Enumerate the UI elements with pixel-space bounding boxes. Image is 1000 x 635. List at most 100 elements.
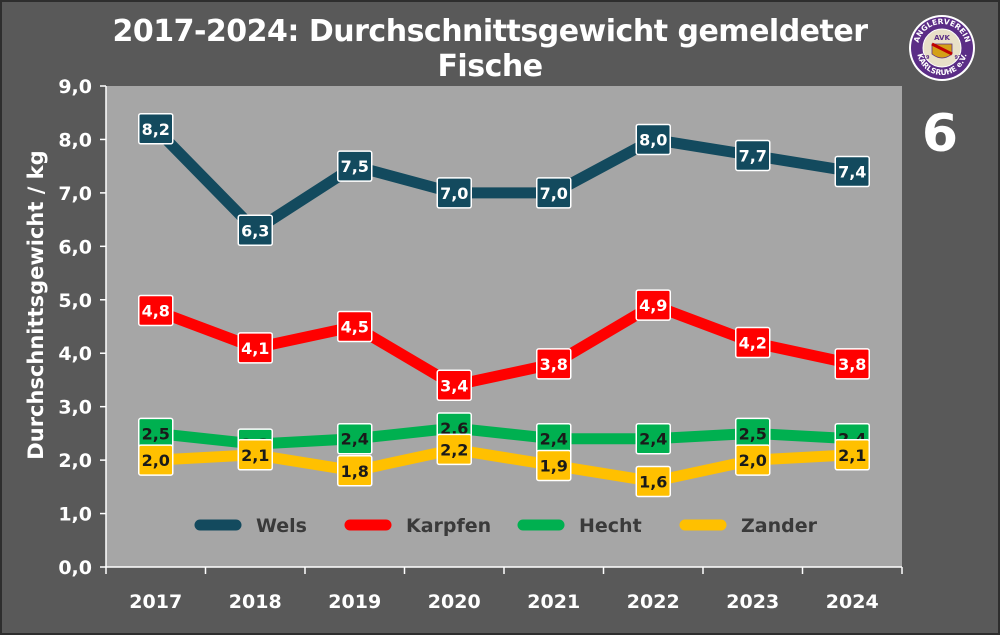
legend-label-hecht: Hecht xyxy=(579,515,642,537)
y-tick-label: 2,0 xyxy=(58,450,92,472)
y-tick-label: 9,0 xyxy=(58,76,92,98)
data-label-box xyxy=(834,439,870,471)
data-label-box xyxy=(536,348,572,380)
data-label-text: 2,5 xyxy=(739,424,767,443)
data-label: 1,9 xyxy=(536,449,572,482)
data-label: 4,5 xyxy=(337,310,373,343)
data-label-box xyxy=(834,348,870,380)
x-tick-label: 2021 xyxy=(527,591,580,613)
data-label-text: 7,0 xyxy=(540,184,568,203)
svg-text:97: 97 xyxy=(955,55,962,61)
data-label: 2,0 xyxy=(138,444,174,476)
data-label-text: 2,1 xyxy=(838,446,866,465)
data-label-box xyxy=(735,139,771,172)
data-label-box xyxy=(834,155,870,188)
data-label: 2,5 xyxy=(735,417,771,450)
data-label-box xyxy=(237,214,273,247)
data-label-text: 2,6 xyxy=(440,419,468,438)
svg-text:AVK: AVK xyxy=(934,34,950,42)
data-label: 3,8 xyxy=(536,348,572,380)
data-label: 4,1 xyxy=(237,332,273,364)
data-label-box xyxy=(635,289,671,321)
data-labels: 8,2 6,3 7,5 7,0 7,0 8,0 7,7 7,4 4,8 4,1 4,5 3,4 3,8 4… xyxy=(138,113,870,498)
data-label-box xyxy=(337,310,373,343)
data-label: 7,4 xyxy=(834,155,870,188)
data-label: 7,7 xyxy=(735,139,771,172)
y-tick-label: 3,0 xyxy=(58,397,92,419)
y-tick-label: 8,0 xyxy=(58,129,92,151)
data-label-text: 2,0 xyxy=(739,451,767,470)
data-label-box xyxy=(735,444,771,476)
data-label: 3,4 xyxy=(436,369,472,402)
data-label-box xyxy=(635,465,671,498)
data-label-text: 2,4 xyxy=(639,430,667,449)
data-label-text: 2,4 xyxy=(341,430,369,449)
data-label-text: 1,9 xyxy=(540,456,568,475)
data-label: 7,0 xyxy=(436,177,472,209)
legend-label-karpfen: Karpfen xyxy=(406,515,491,537)
data-label-text: 2,5 xyxy=(142,424,170,443)
data-label-text: 1,6 xyxy=(639,472,667,491)
legend: Wels Karpfen Hecht Zander xyxy=(194,515,818,537)
data-label: 2,2 xyxy=(436,433,472,466)
data-label-box xyxy=(436,177,472,209)
data-label-text: 3,8 xyxy=(838,355,866,374)
data-label-text: 4,2 xyxy=(739,334,767,353)
data-label-text: 7,5 xyxy=(341,157,369,176)
data-label: 3,8 xyxy=(834,348,870,380)
data-label-box xyxy=(237,439,273,471)
data-label-box xyxy=(536,449,572,482)
data-label-text: 4,9 xyxy=(639,296,667,315)
data-label: 8,0 xyxy=(635,123,671,156)
data-label-box xyxy=(635,422,671,455)
data-label: 4,8 xyxy=(138,294,174,327)
data-label-text: 2,4 xyxy=(540,430,568,449)
data-label: 8,2 xyxy=(138,113,174,145)
data-label: 1,6 xyxy=(635,465,671,498)
svg-text:19: 19 xyxy=(923,55,930,61)
data-label: 2,0 xyxy=(735,444,771,476)
data-label-box xyxy=(138,444,174,476)
data-label-text: 4,8 xyxy=(142,301,170,320)
data-label-box xyxy=(337,422,373,455)
axes: 0,0 1,0 2,0 3,0 4,0 5,0 6,0 7,0 8,0 9,0 2017 2018 20… xyxy=(58,76,903,613)
x-tick-label: 2019 xyxy=(328,591,381,613)
data-label-text: 7,7 xyxy=(739,146,767,165)
data-label: 2,4 xyxy=(635,422,671,455)
data-label-box xyxy=(138,113,174,145)
chart-title: 2017-2024: Durchschnittsgewicht gemeldet… xyxy=(112,14,868,84)
data-label: 7,0 xyxy=(536,177,572,209)
y-tick-label: 0,0 xyxy=(58,557,92,579)
data-label-text: 3,4 xyxy=(440,376,468,395)
data-label: 2,4 xyxy=(536,422,572,455)
data-label-box xyxy=(735,326,771,359)
data-label-text: 7,0 xyxy=(440,184,468,203)
y-tick-label: 5,0 xyxy=(58,290,92,312)
data-label-text: 8,0 xyxy=(639,130,667,149)
data-label-box xyxy=(337,455,373,487)
data-label-box xyxy=(337,150,373,182)
data-label-text: 2,2 xyxy=(440,440,468,459)
data-label-text: 4,5 xyxy=(341,318,369,337)
y-tick-label: 7,0 xyxy=(58,183,92,205)
x-tick-label: 2020 xyxy=(428,591,481,613)
x-tick-label: 2023 xyxy=(726,591,779,613)
x-tick-label: 2022 xyxy=(627,591,680,613)
data-label-text: 7,4 xyxy=(838,163,866,182)
data-label-box xyxy=(436,433,472,466)
data-label: 4,2 xyxy=(735,326,771,359)
data-label: 2,5 xyxy=(138,417,174,450)
club-logo: ANGLERVEREIN KARLSRUHE e.V. AVK 19 97 xyxy=(909,15,975,81)
data-label-box xyxy=(536,177,572,209)
page-number: 6 xyxy=(921,104,958,164)
data-label: 6,3 xyxy=(237,214,273,247)
data-label-box xyxy=(635,123,671,156)
data-label-text: 8,2 xyxy=(142,120,170,139)
data-label-box xyxy=(237,332,273,364)
x-tick-label: 2017 xyxy=(129,591,182,613)
data-label-text: 3,8 xyxy=(540,355,568,374)
data-label-text: 2,0 xyxy=(142,451,170,470)
data-label: 7,5 xyxy=(337,150,373,182)
y-tick-label: 6,0 xyxy=(58,236,92,258)
